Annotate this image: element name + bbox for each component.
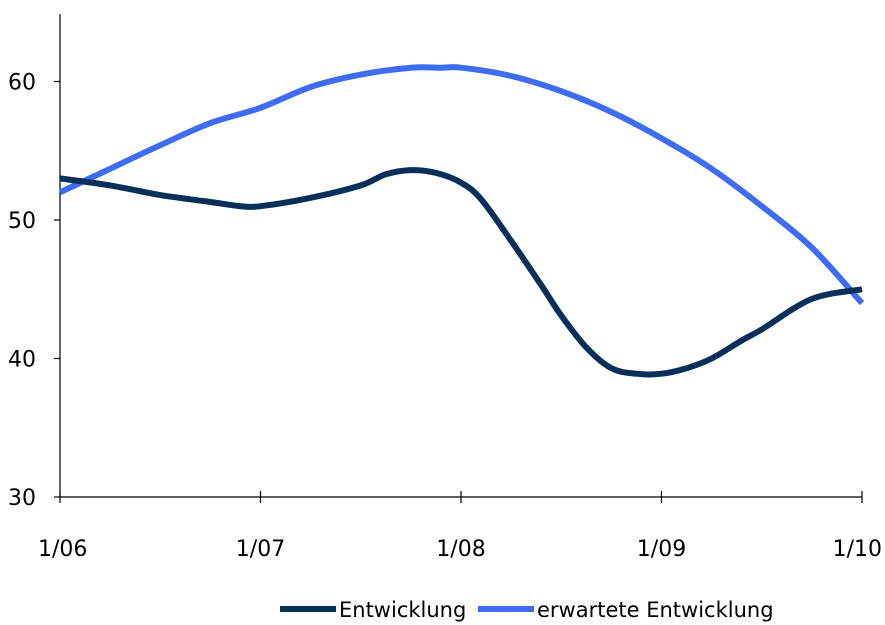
legend-label-0: Entwicklung bbox=[339, 598, 466, 622]
axes: 30 40 50 60 1/06 1/07 1/08 1/09 1/10 bbox=[8, 14, 882, 562]
y-tick-label: 60 bbox=[8, 71, 36, 96]
series-lines bbox=[58, 64, 865, 378]
series-line-0 bbox=[59, 167, 863, 378]
x-tick-label: 1/07 bbox=[236, 537, 285, 562]
x-tick-label: 1/08 bbox=[436, 537, 485, 562]
x-tick-label: 1/06 bbox=[38, 537, 87, 562]
legend-label-1: erwartete Entwicklung bbox=[537, 598, 774, 622]
y-tick-label: 30 bbox=[8, 486, 36, 511]
legend: Entwicklung erwartete Entwicklung bbox=[280, 598, 774, 622]
x-tick-label: 1/09 bbox=[637, 537, 686, 562]
y-tick-label: 40 bbox=[8, 348, 36, 373]
series-line-1 bbox=[58, 64, 865, 306]
x-tick-label: 1/10 bbox=[833, 537, 882, 562]
y-tick-label: 50 bbox=[8, 209, 36, 234]
